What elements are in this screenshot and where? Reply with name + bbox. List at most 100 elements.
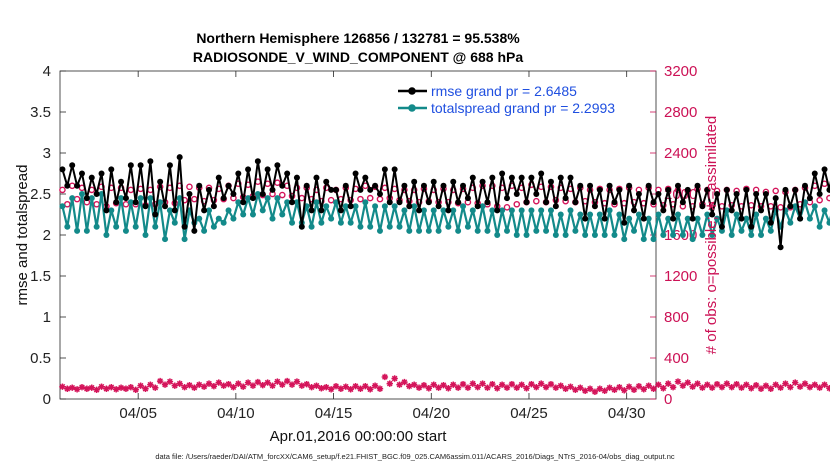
rmse-point (284, 170, 291, 177)
totalspread-point (816, 223, 823, 230)
rmse-point (430, 178, 437, 185)
obs-assimilated-point (567, 383, 574, 390)
y-left-tick-label: 0.5 (30, 350, 51, 367)
totalspread-point (88, 195, 95, 202)
totalspread-point (748, 232, 755, 238)
obs-possible-point (826, 194, 830, 202)
totalspread-point (152, 223, 159, 230)
rmse-point (289, 199, 296, 206)
rmse-point (523, 199, 530, 206)
totalspread-point (147, 195, 154, 202)
obs-assimilated-point (601, 387, 608, 394)
obs-assimilated-point (283, 377, 291, 385)
rmse-point (235, 170, 242, 177)
obs-assimilated-point (323, 384, 330, 391)
totalspread-point (484, 227, 491, 234)
rmse-point (787, 203, 794, 210)
totalspread-point (142, 232, 149, 238)
obs-assimilated-point (225, 380, 232, 388)
obs-assimilated-point (176, 380, 183, 387)
obs-assimilated-point (616, 384, 623, 391)
obs-assimilated-point (562, 385, 569, 392)
obs-assimilated-point (679, 382, 687, 389)
totalspread-point (694, 215, 701, 222)
x-axis-ticks: 04/05 04/10 04/15 04/20 04/25 04/30 (119, 71, 645, 422)
totalspread-point (616, 211, 623, 218)
rmse-point (264, 166, 271, 173)
rmse-point (460, 182, 467, 189)
obs-assimilated-point (450, 381, 457, 388)
rmse-point (411, 178, 418, 185)
rmse-point (186, 191, 193, 197)
totalspread-point (342, 203, 349, 210)
obs-assimilated-point (801, 380, 809, 387)
rmse-point (98, 170, 105, 177)
totalspread-point (274, 195, 281, 202)
totalspread-point (826, 219, 830, 226)
rmse-point (152, 211, 159, 218)
rmse-point (547, 178, 554, 185)
y-left-tick-label: 2.5 (30, 186, 51, 203)
rmse-point (699, 203, 706, 210)
obs-assimilated-point (557, 382, 564, 389)
obs-assimilated-point (645, 382, 652, 389)
obs-assimilated-point (635, 382, 643, 390)
rmse-point (679, 199, 686, 206)
obs-assimilated-point (137, 382, 144, 389)
x-tick-label: 04/05 (119, 405, 157, 422)
rmse-point (274, 162, 281, 169)
totalspread-point (118, 195, 125, 202)
totalspread-point (93, 223, 100, 230)
totalspread-point (684, 215, 691, 222)
obs-assimilated-point (420, 381, 428, 389)
obs-assimilated-point (269, 382, 276, 389)
totalspread-point (679, 232, 686, 238)
totalspread-point (733, 211, 740, 218)
totalspread-point (704, 211, 711, 218)
totalspread-point (670, 232, 677, 238)
totalspread-point (381, 203, 388, 210)
obs-assimilated-point (826, 385, 830, 392)
obs-assimilated-point (464, 384, 472, 391)
obs-assimilated-point (152, 384, 159, 391)
obs-assimilated-point (117, 384, 125, 391)
totalspread-point (245, 195, 252, 202)
obs-assimilated-point (674, 378, 682, 385)
obs-assimilated-point (572, 386, 579, 393)
obs-assimilated-point (347, 386, 354, 393)
totalspread-point (645, 215, 652, 222)
totalspread-point (596, 211, 603, 218)
rmse-point (572, 199, 579, 206)
totalspread-point (631, 227, 638, 234)
obs-assimilated-point (59, 383, 66, 390)
totalspread-point (323, 203, 330, 210)
totalspread-point (406, 227, 413, 234)
rmse-point (176, 154, 183, 161)
rmse-point (240, 199, 247, 206)
obs-assimilated-point (93, 386, 100, 393)
obs-assimilated-point (352, 382, 359, 390)
totalspread-point (728, 232, 735, 238)
rmse-point (494, 207, 501, 214)
totalspread-point (474, 227, 481, 234)
obs-assimilated-point (738, 384, 745, 391)
x-tick-label: 04/25 (510, 405, 548, 422)
obs-assimilated-point (191, 384, 198, 391)
y-left-tick-label: 1.5 (30, 268, 51, 285)
rmse-point (782, 186, 789, 193)
totalspread-point (660, 232, 667, 238)
totalspread-point (308, 223, 315, 230)
totalspread-point (259, 207, 266, 214)
y-right-tick-label: 2400 (664, 145, 697, 162)
obs-assimilated-point (376, 385, 384, 392)
y-axis-right-label: # of obs: o=possible; ∗=assimilated (703, 116, 720, 355)
rmse-point (396, 199, 403, 206)
rmse-point (792, 186, 799, 193)
totalspread-point (59, 203, 66, 210)
totalspread-point (450, 207, 457, 214)
rmse-point (714, 191, 721, 197)
obs-assimilated-point (762, 382, 770, 389)
totalspread-point (103, 232, 110, 238)
obs-assimilated-point (547, 380, 555, 388)
totalspread-point (587, 211, 594, 218)
